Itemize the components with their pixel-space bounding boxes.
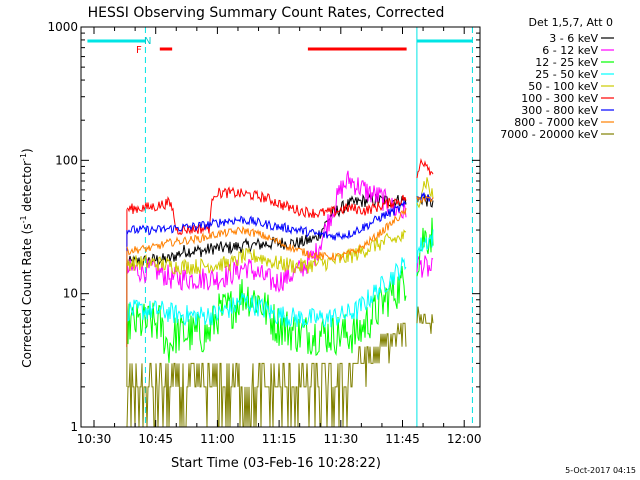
- y-axis-label-exponent-1: -1: [19, 215, 28, 223]
- x-tick-label: 11:30: [324, 432, 359, 446]
- series-line-7: [126, 195, 434, 262]
- legend-label: 3 - 6 keV: [549, 32, 598, 45]
- y-axis-label-middle: detector: [20, 161, 34, 216]
- legend-label: 50 - 100 keV: [528, 80, 598, 93]
- chart-title: HESSI Observing Summary Count Rates, Cor…: [88, 5, 445, 21]
- series-line-2: [126, 217, 434, 363]
- x-tick-label: 11:45: [385, 432, 420, 446]
- series-layer: [126, 158, 434, 427]
- legend-label: 6 - 12 keV: [542, 44, 598, 57]
- y-tick-label: 10: [63, 287, 78, 301]
- x-axis-label: Start Time (03-Feb-16 10:28:22): [171, 456, 381, 471]
- x-tick-label: 11:00: [200, 432, 235, 446]
- plot-frame: [80, 26, 481, 428]
- y-tick-label: 1: [70, 420, 78, 434]
- y-axis-label: Corrected Count Rate (s-1 detector-1): [19, 148, 34, 367]
- flag-overlays: [87, 27, 473, 427]
- x-tick-label: 11:15: [262, 432, 297, 446]
- series-line-5: [126, 158, 434, 236]
- x-tick-label: 10:45: [138, 432, 173, 446]
- timestamp: 5-Oct-2017 04:15: [565, 466, 636, 475]
- flare-flag-label: F: [136, 45, 142, 56]
- y-tick-label: 1000: [47, 20, 78, 34]
- legend-label: 800 - 7000 keV: [514, 116, 598, 129]
- y-axis-label-exponent-2: -1: [19, 153, 28, 161]
- legend-label: 7000 - 20000 keV: [500, 128, 598, 141]
- y-axis-label-main: Corrected Count Rate (s: [20, 223, 34, 367]
- legend-label: 100 - 300 keV: [521, 92, 598, 105]
- y-tick-label: 100: [55, 153, 78, 167]
- legend-label: 12 - 25 keV: [535, 56, 598, 69]
- axes: 10:30 10:45 11:00 11:15 11:30 11:45 12:00 1 10 10…: [47, 20, 481, 446]
- legend-label: 25 - 50 keV: [535, 68, 598, 81]
- legend-title: Det 1,5,7, Att 0: [529, 16, 613, 29]
- x-tick-label: 12:00: [447, 432, 482, 446]
- series-line-3: [126, 229, 434, 328]
- night-flag-label: N: [144, 36, 151, 47]
- series-line-8: [126, 306, 434, 427]
- x-tick-label: 10:30: [77, 432, 112, 446]
- y-axis-label-end: ): [20, 148, 34, 153]
- legend-label: 300 - 800 keV: [521, 104, 598, 117]
